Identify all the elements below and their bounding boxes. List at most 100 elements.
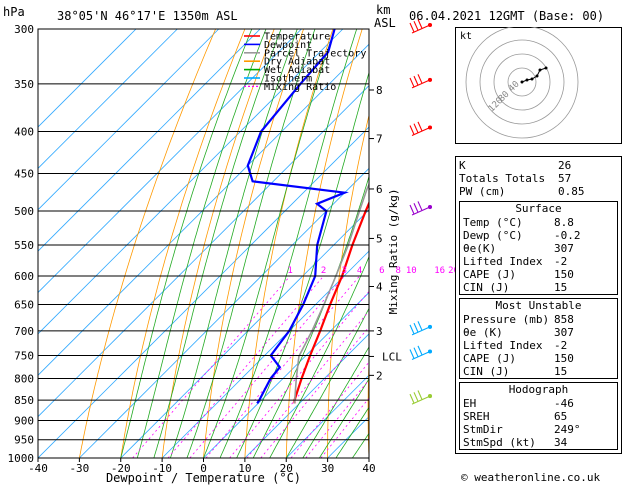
skew-t-diagram: 1234681016202530035040045050055060065070… — [8, 19, 455, 485]
series-line-temperature — [293, 200, 369, 404]
hodograph-label: StmDir — [463, 423, 503, 436]
x-tick-label: -10 — [152, 462, 172, 475]
mixing-ratio-line — [167, 275, 324, 458]
hodograph-point — [535, 74, 539, 78]
isotherm-line — [161, 250, 369, 458]
km-tick-label: 2 — [376, 369, 383, 382]
wind-barb-icon — [409, 345, 433, 360]
legend-label: Isotherm — [264, 74, 312, 85]
most-unstable-label: CIN (J) — [463, 365, 510, 378]
mixing-ratio-line — [305, 379, 369, 458]
isotherm-line — [285, 374, 369, 458]
wet-adiabat-line — [302, 346, 369, 458]
surface-value: 150 — [554, 268, 574, 281]
most-unstable-label: Lifted Index — [463, 339, 543, 352]
surface-label: CIN (J) — [463, 281, 510, 294]
hodograph-label: SREH — [463, 410, 490, 423]
isotherm-line — [120, 209, 369, 458]
hodograph-row: SREH 65 — [460, 410, 617, 423]
wet-adiabat-line — [285, 307, 369, 458]
wind-barb-icon — [409, 121, 433, 137]
x-tick-label: -20 — [111, 462, 131, 475]
most-unstable-row: CAPE (J) 150 — [460, 352, 617, 365]
most-unstable-value: 307 — [554, 326, 574, 339]
pressure-tick-label: 1000 — [8, 452, 35, 465]
isotherm-line — [38, 29, 220, 211]
dry-adiabat-line — [203, 29, 304, 458]
hodograph-label: EH — [463, 397, 477, 410]
pressure-tick-label: 600 — [14, 270, 34, 283]
hpa-unit-label: hPa — [3, 5, 25, 19]
most-unstable-label: CAPE (J) — [463, 352, 516, 365]
dry-adiabat-line — [367, 353, 369, 458]
km-tick-label: 5 — [376, 232, 383, 245]
legend-label: Dewpoint — [264, 40, 312, 51]
hodograph-point — [520, 80, 524, 84]
surface-label: Lifted Index — [463, 255, 543, 268]
index-label: PW (cm) — [459, 185, 506, 198]
indices-panel: K 26 Totals Totals 57 PW (cm) 0.85 Surface Te… — [455, 156, 622, 454]
wet-adiabat-line — [335, 406, 369, 458]
legend-label: Temperature — [264, 32, 330, 43]
surface-title: Surface — [515, 202, 562, 215]
x-tick-label: -30 — [69, 462, 89, 475]
location-title: 38°05'N 46°17'E 1350m ASL — [57, 9, 238, 23]
hodograph-ring — [493, 53, 551, 111]
surface-value: 8.8 — [554, 216, 574, 229]
pressure-tick-label: 550 — [14, 239, 34, 252]
wind-barb-icon — [409, 74, 433, 89]
km-tick-label: 7 — [376, 133, 383, 146]
wet-adiabat-line — [120, 29, 253, 458]
x-tick-label: 40 — [362, 462, 375, 475]
most-unstable-row: θe (K) 307 — [460, 326, 617, 339]
hodograph-frame — [455, 27, 622, 144]
x-tick-label: 30 — [321, 462, 334, 475]
hodograph-point — [538, 68, 542, 72]
isotherm-line — [38, 29, 137, 128]
mixing-ratio-label: 2 — [321, 266, 326, 276]
wet-adiabat-line — [352, 432, 369, 458]
hodograph-label: StmSpd (kt) — [463, 436, 536, 449]
legend-label: Parcel Trajectory — [264, 48, 366, 59]
most-unstable-row: Lifted Index -2 — [460, 339, 617, 352]
hodograph-point — [530, 77, 534, 81]
isotherm-line — [38, 43, 369, 376]
surface-rows: Temp (°C) 8.8 Dewp (°C) -0.2 θe(K) 307 Lifted … — [460, 216, 617, 294]
surface-value: -0.2 — [554, 229, 581, 242]
hodograph-rows: EH -46 SREH 65 StmDir 249° StmSpd (kt) 34 — [460, 397, 617, 449]
index-label: Totals Totals — [459, 172, 546, 185]
legend-label: Mixing Ratio — [264, 82, 336, 93]
wind-barb-icon — [409, 19, 433, 34]
most-unstable-rows: Pressure (mb) 858 θe (K) 307 Lifted Index -2 C… — [460, 313, 617, 378]
km-tick-label: 8 — [376, 84, 383, 97]
isotherm-line — [38, 29, 178, 169]
km-tick-label: 4 — [376, 281, 383, 294]
surface-label: Temp (°C) — [463, 216, 523, 229]
surface-value: 307 — [554, 242, 574, 255]
x-tick-label: 0 — [200, 462, 207, 475]
asl-unit-label: ASL — [374, 16, 396, 30]
hodograph-row: StmDir 249° — [460, 423, 617, 436]
isotherm-line — [79, 167, 369, 458]
hodograph-value: 249° — [554, 423, 581, 436]
hodograph-ring — [465, 27, 579, 139]
isotherm-line — [38, 85, 369, 418]
hodograph-title: Hodograph — [508, 383, 569, 396]
isotherm-line — [38, 29, 261, 252]
pressure-tick-label: 850 — [14, 394, 34, 407]
most-unstable-row: CIN (J) 15 — [460, 365, 617, 378]
dry-adiabat-line — [445, 29, 455, 458]
hodograph-value: 65 — [554, 410, 568, 423]
surface-label: CAPE (J) — [463, 268, 516, 281]
mixing-ratio-label: 3 — [342, 266, 347, 276]
km-tick-label: 6 — [376, 183, 383, 196]
isotherm-line — [244, 333, 369, 458]
hodograph-row: EH -46 — [460, 397, 617, 410]
surface-box: Surface Temp (°C) 8.8 Dewp (°C) -0.2 θe(K) 30… — [459, 201, 618, 295]
pressure-tick-label: 400 — [14, 126, 34, 139]
most-unstable-value: 150 — [554, 352, 574, 365]
pressure-tick-label: 300 — [14, 23, 34, 36]
wind-barb-icon — [409, 321, 433, 336]
hodograph-ring — [479, 39, 565, 125]
